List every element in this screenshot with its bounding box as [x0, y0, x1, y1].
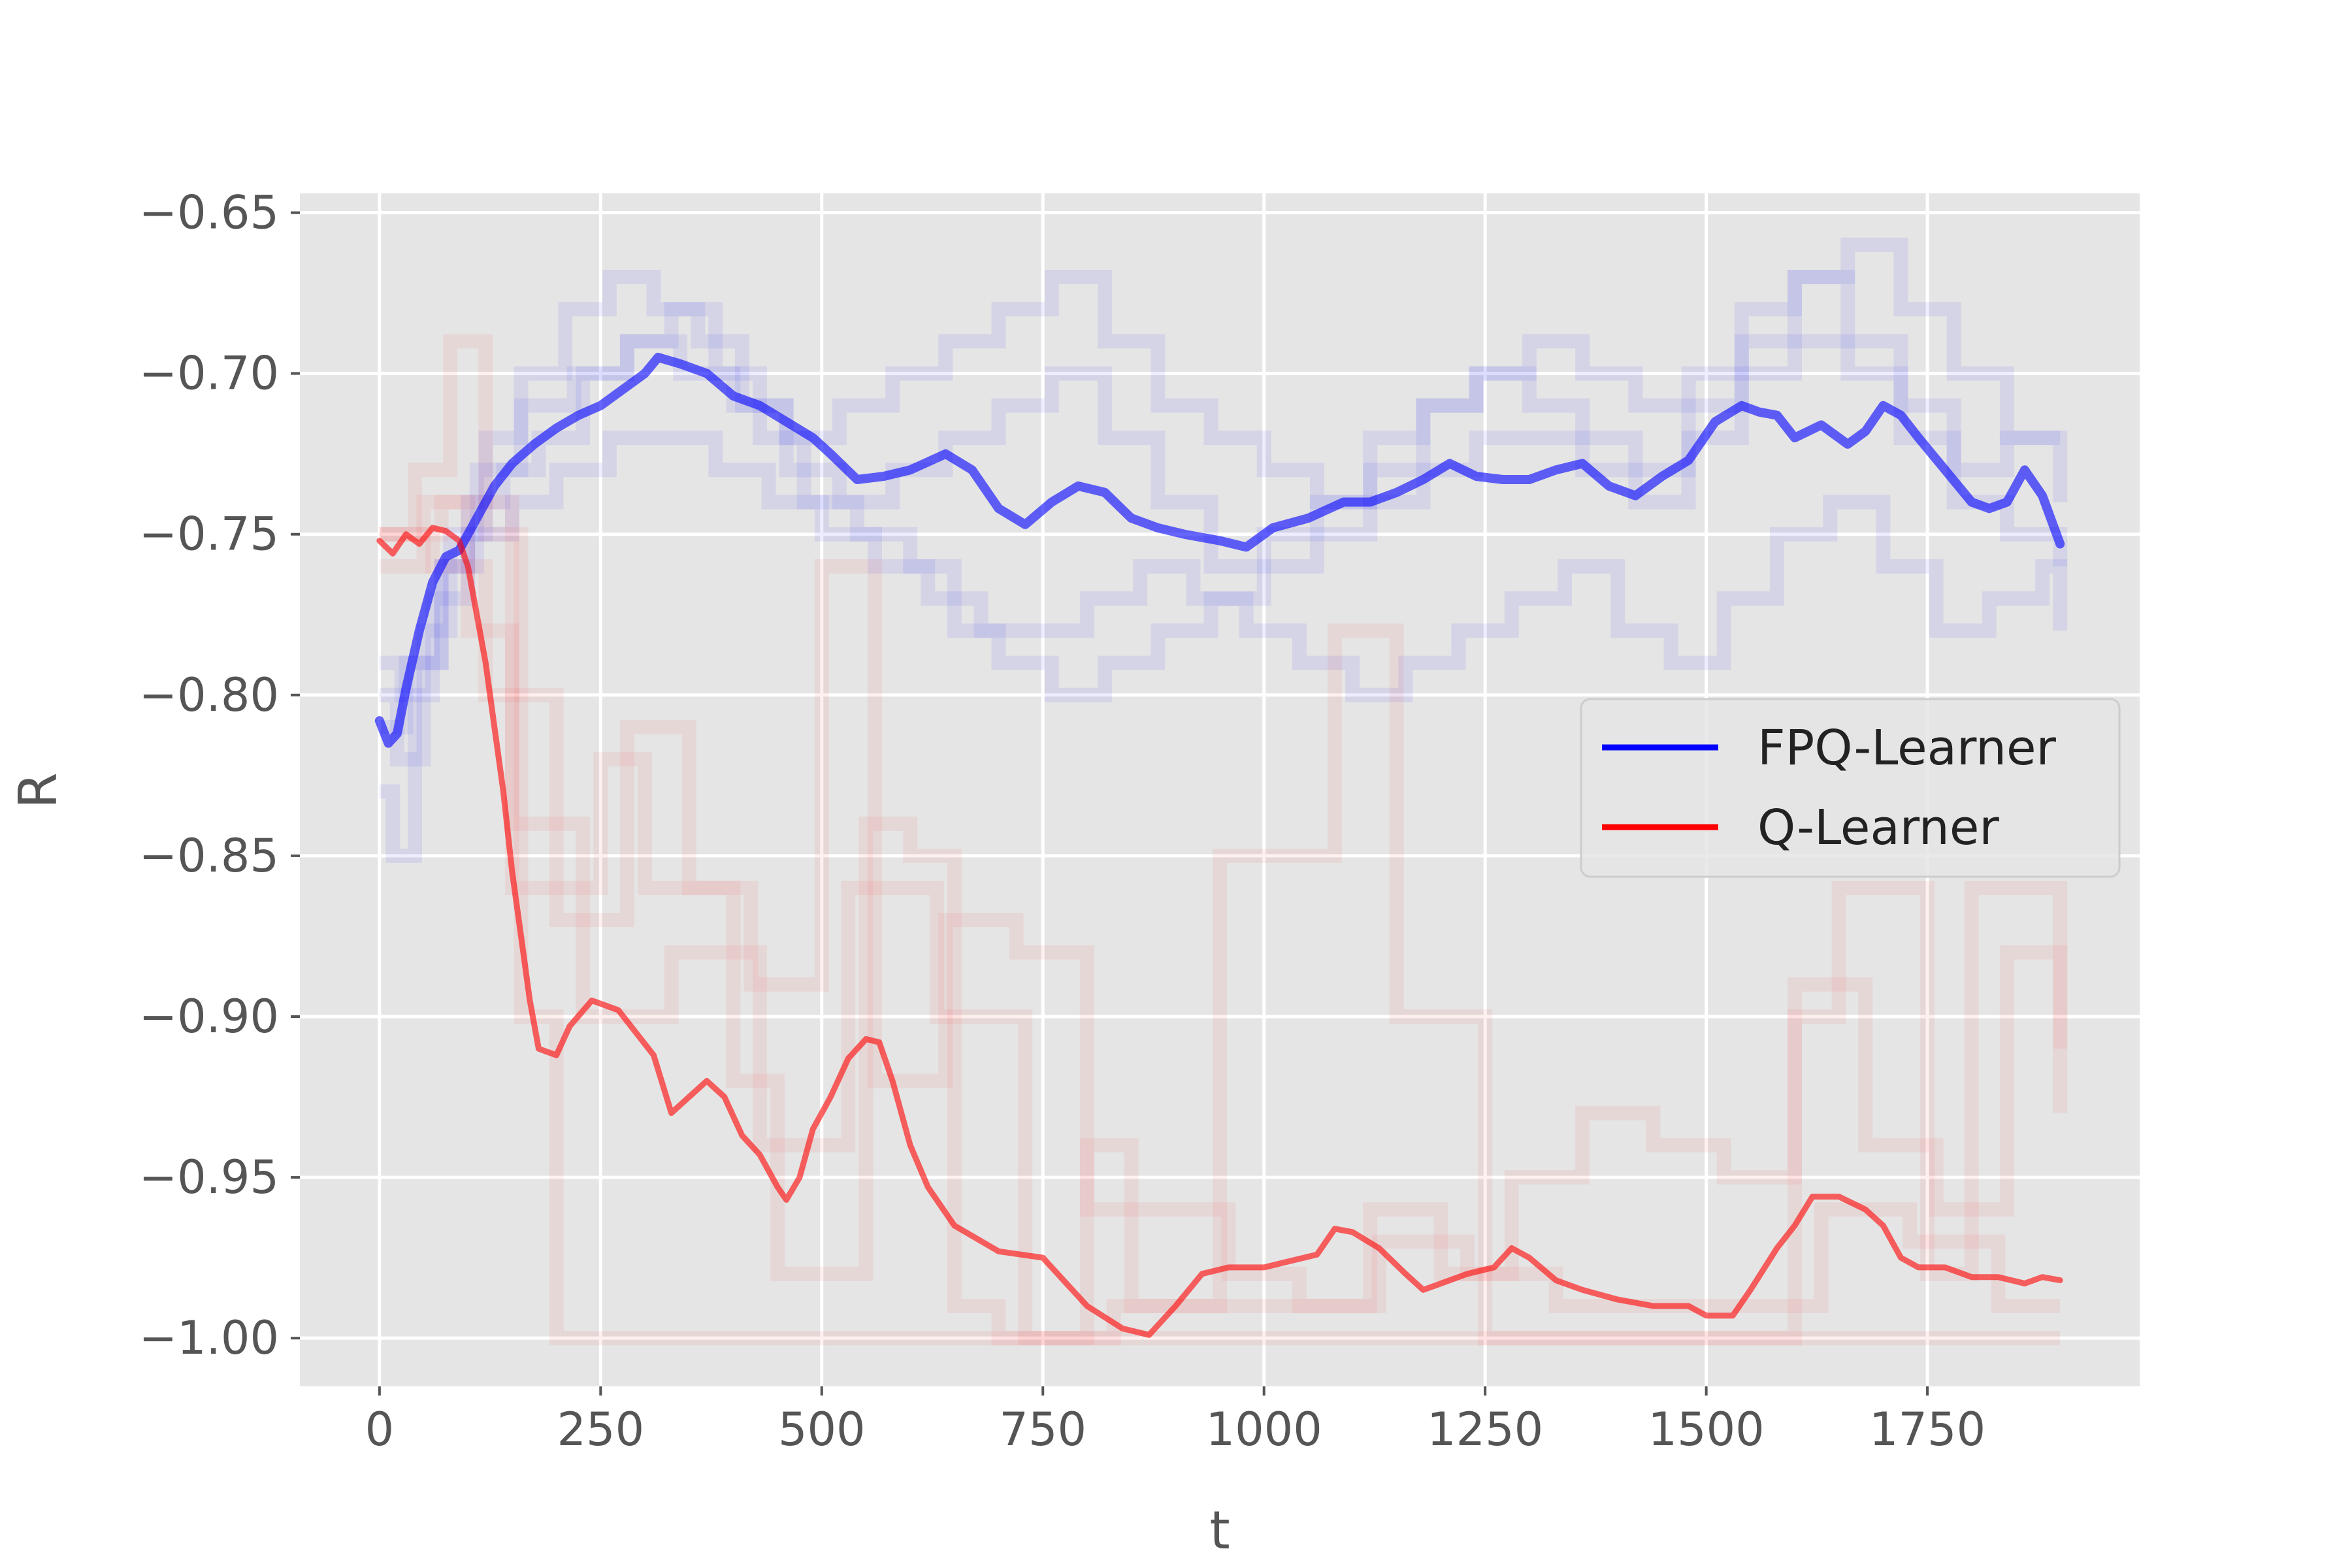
x-tick-label: 1750 — [1869, 1403, 1985, 1456]
fpq-run-line — [379, 270, 2061, 734]
fpq-run-line — [379, 237, 2068, 767]
x-tick-label: 250 — [557, 1403, 645, 1456]
q-run-line — [379, 495, 2068, 1346]
fpq-run-line — [379, 431, 2068, 702]
x-axis-ticks: 0 250 500 750 1000 1250 1500 1750 — [365, 1386, 1985, 1456]
x-tick-label: 1000 — [1206, 1403, 1322, 1456]
y-tick-label: −0.80 — [139, 668, 279, 722]
x-axis-label: t — [1209, 1500, 1230, 1561]
grid — [300, 193, 2140, 1386]
y-tick-label: −1.00 — [139, 1311, 279, 1365]
y-tick-label: −0.90 — [139, 990, 279, 1043]
legend-box — [1580, 698, 2121, 878]
legend: FPQ-Learner Q-Learner — [1580, 698, 2121, 878]
legend-label-fpq: FPQ-Learner — [1757, 720, 2057, 776]
q-learner-mean-line — [376, 525, 2063, 1338]
y-tick-label: −0.65 — [139, 186, 279, 240]
x-tick-label: 500 — [778, 1403, 866, 1456]
q-run-line — [379, 334, 2061, 1346]
y-tick-label: −0.70 — [139, 347, 279, 400]
mean-lines — [374, 353, 2065, 1338]
y-tick-label: −0.75 — [139, 508, 279, 561]
x-tick-label: 1500 — [1648, 1403, 1765, 1456]
legend-label-q: Q-Learner — [1757, 800, 1999, 856]
fpq-learner-mean-line — [374, 353, 2065, 748]
y-axis-label: R — [8, 772, 69, 809]
y-axis-ticks: −0.65 −0.70 −0.75 −0.80 −0.85 −0.90 −0.95 −1.00 — [139, 186, 300, 1365]
y-tick-label: −0.95 — [139, 1151, 279, 1204]
y-tick-label: −0.85 — [139, 829, 279, 883]
x-tick-label: 1250 — [1427, 1403, 1543, 1456]
q-run-line — [379, 527, 2068, 1313]
x-tick-label: 0 — [365, 1403, 395, 1456]
x-tick-label: 750 — [999, 1403, 1086, 1456]
